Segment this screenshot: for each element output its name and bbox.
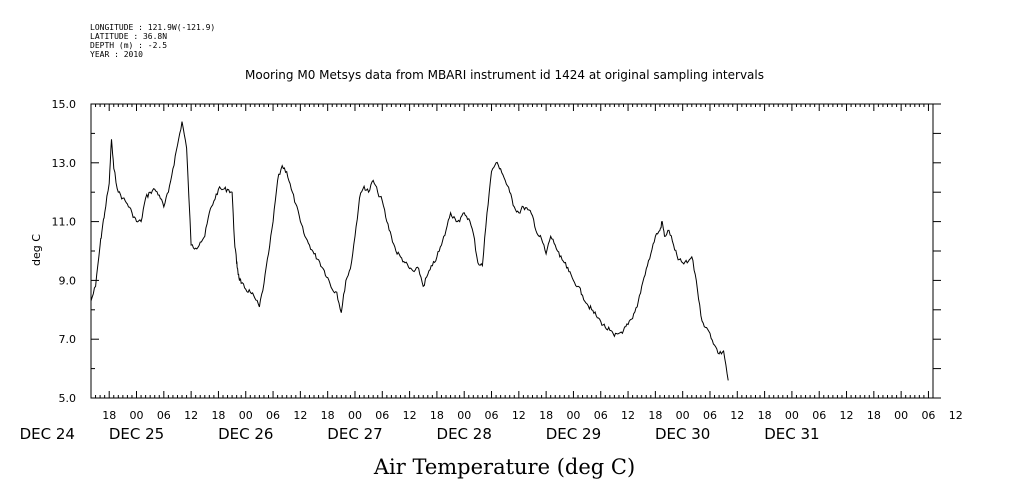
y-tick-label: 15.0 [52, 98, 77, 111]
x-tick-label: 12 [840, 409, 854, 422]
x-tick-label: 00 [348, 409, 362, 422]
x-tick-label: 18 [430, 409, 444, 422]
x-tick-label: 00 [894, 409, 908, 422]
plot-frame [90, 103, 934, 399]
x-tick-label: 06 [157, 409, 171, 422]
x-tick-label: 12 [184, 409, 198, 422]
x-tick-label: 12 [403, 409, 417, 422]
x-tick-label: 12 [730, 409, 744, 422]
x-tick-label: 18 [211, 409, 225, 422]
y-axis-label: deg C [30, 234, 43, 266]
x-day-label: DEC 25 [109, 425, 164, 443]
x-day-label: DEC 27 [327, 425, 382, 443]
series-layer [90, 121, 729, 381]
x-tick-label: 12 [621, 409, 635, 422]
chart-axes: 18 00 06 12 18 00 06 12 18 00 06 12 18 00 06 12 18 00 06 12… [20, 98, 963, 443]
x-tick-label: 06 [703, 409, 717, 422]
x-tick-label: 18 [102, 409, 116, 422]
x-tick-label: 06 [921, 409, 935, 422]
x-tick-label: 12 [293, 409, 307, 422]
y-tick-label: 7.0 [59, 333, 77, 346]
longitude-label: LONGITUDE : 121.9W(-121.9) [90, 23, 216, 32]
chart-title: Mooring M0 Metsys data from MBARI instru… [245, 68, 764, 82]
y-tick-label: 9.0 [59, 274, 77, 287]
x-tick-label: 06 [812, 409, 826, 422]
x-tick-label: 06 [266, 409, 280, 422]
year-label: YEAR : 2010 [90, 50, 143, 59]
x-axis-label: Air Temperature (deg C) [373, 455, 636, 479]
y-tick-label: 13.0 [52, 157, 77, 170]
x-tick-label: 00 [676, 409, 690, 422]
x-tick-label: 12 [949, 409, 963, 422]
y-tick-label: 11.0 [52, 216, 77, 229]
x-tick-label: 18 [648, 409, 662, 422]
x-tick-label: 18 [321, 409, 335, 422]
x-tick-label: 06 [375, 409, 389, 422]
depth-label: DEPTH (m) : -2.5 [90, 41, 168, 50]
x-tick-label: 00 [457, 409, 471, 422]
x-tick-label: 00 [785, 409, 799, 422]
x-tick-label: 00 [566, 409, 580, 422]
x-day-label: DEC 24 [20, 425, 75, 443]
air-temperature-series-line [90, 121, 729, 381]
x-tick-label: 00 [130, 409, 144, 422]
x-tick-label: 06 [594, 409, 608, 422]
y-tick-label: 5.0 [59, 392, 77, 405]
x-day-label: DEC 30 [655, 425, 710, 443]
latitude-label: LATITUDE : 36.8N [90, 32, 168, 41]
x-day-label: DEC 29 [546, 425, 601, 443]
x-tick-label: 00 [239, 409, 253, 422]
x-day-label: DEC 31 [764, 425, 819, 443]
x-tick-label: 06 [485, 409, 499, 422]
x-day-label: DEC 28 [437, 425, 492, 443]
x-day-label: DEC 26 [218, 425, 273, 443]
x-tick-label: 18 [758, 409, 772, 422]
x-tick-label: 18 [539, 409, 553, 422]
x-tick-label: 18 [867, 409, 881, 422]
x-tick-label: 12 [512, 409, 526, 422]
